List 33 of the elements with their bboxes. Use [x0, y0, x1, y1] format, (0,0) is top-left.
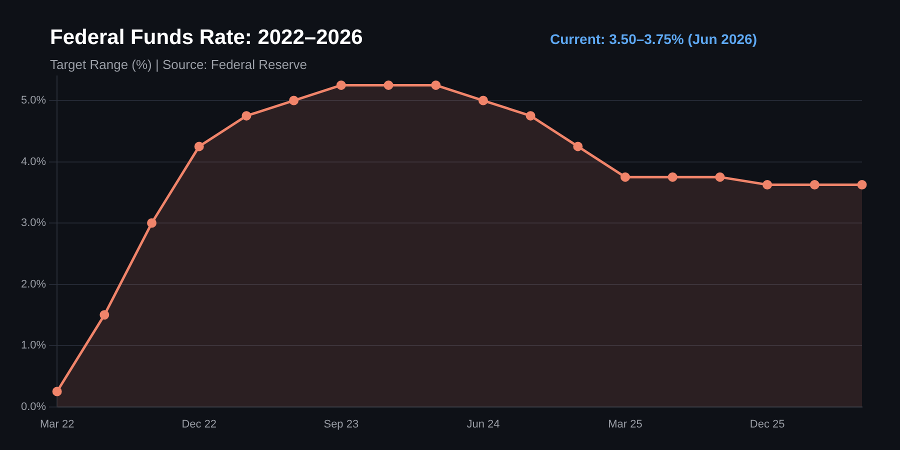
point [762, 180, 772, 190]
y-tick-label: 2.0% [20, 278, 46, 290]
text: Current: 3.50–3.75% (Jun 2026) [550, 31, 757, 47]
y-tick-label: 1.0% [20, 340, 46, 352]
y-tick-label: 0.0% [20, 400, 46, 413]
point [857, 180, 867, 190]
x-tick-label: Jun 24 [466, 418, 500, 430]
point [668, 172, 678, 182]
point [100, 310, 110, 320]
point [431, 80, 441, 90]
point [573, 142, 583, 152]
point [620, 172, 630, 182]
x-tick-label: Mar 25 [608, 418, 642, 430]
x-tick-label: Dec 22 [182, 418, 217, 430]
y-tick-label: 5.0% [20, 94, 46, 107]
point [810, 180, 820, 190]
chart-subtitle: Target Range (%) | Source: Federal Reserve [50, 57, 307, 72]
point [384, 80, 394, 90]
point [289, 96, 299, 106]
point [715, 172, 725, 182]
point [147, 218, 157, 228]
point [52, 386, 62, 396]
x-tick-label: Sep 23 [324, 418, 359, 430]
point [194, 142, 204, 152]
y-tick-label: 3.0% [20, 217, 46, 230]
point [478, 96, 488, 106]
y-tick-label: 4.0% [20, 156, 46, 168]
x-tick-label: Mar 22 [40, 418, 74, 430]
point [336, 80, 346, 90]
point [526, 111, 536, 121]
point [242, 111, 252, 121]
chart-title: Federal Funds Rate: 2022–2026 [50, 26, 363, 50]
x-tick-label: Dec 25 [750, 418, 785, 430]
